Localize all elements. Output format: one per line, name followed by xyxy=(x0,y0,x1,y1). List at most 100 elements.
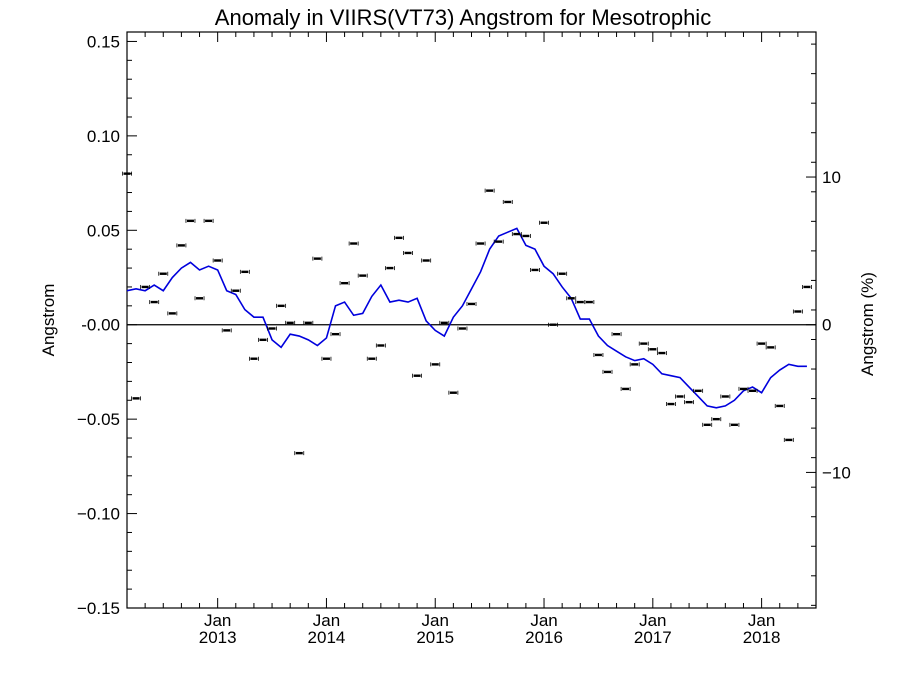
data-point-mark xyxy=(286,321,294,325)
data-point xyxy=(557,271,568,276)
data-point-mark xyxy=(576,300,584,304)
data-point xyxy=(684,400,694,405)
data-point xyxy=(285,320,296,325)
data-point-mark xyxy=(322,357,330,360)
data-point-mark xyxy=(141,285,149,289)
data-point xyxy=(212,258,223,263)
data-point-mark xyxy=(585,300,593,304)
data-point-mark xyxy=(259,338,267,342)
plot-frame xyxy=(126,31,817,609)
data-point-mark xyxy=(594,353,602,357)
data-point-mark xyxy=(431,363,439,366)
data-point xyxy=(638,341,649,346)
data-point xyxy=(520,233,531,238)
data-point xyxy=(303,320,314,325)
data-point-mark xyxy=(631,363,639,366)
data-point-mark xyxy=(676,395,684,398)
points-layer xyxy=(122,171,812,456)
data-point-mark xyxy=(214,259,222,262)
data-point-mark xyxy=(232,289,240,292)
data-point xyxy=(774,403,785,408)
data-point-mark xyxy=(159,272,167,275)
data-point xyxy=(756,341,767,346)
x-tick-label-month: Jan xyxy=(313,611,340,630)
data-point-mark xyxy=(712,417,720,421)
data-point xyxy=(629,362,640,367)
data-point xyxy=(765,345,776,350)
data-point xyxy=(656,351,667,356)
data-point-mark xyxy=(649,348,657,351)
x-tick-label-month: Jan xyxy=(422,611,449,630)
data-point-mark xyxy=(776,404,784,408)
data-point-mark xyxy=(223,329,231,332)
data-point xyxy=(620,386,631,391)
data-point-mark xyxy=(794,310,802,313)
data-point xyxy=(230,288,241,293)
data-point xyxy=(466,301,477,306)
data-point-mark xyxy=(685,400,693,404)
x-tick-label-year: 2015 xyxy=(416,628,454,647)
data-point xyxy=(747,388,758,393)
y-tick-label: 0.10 xyxy=(87,127,120,146)
data-point xyxy=(647,347,658,352)
data-point xyxy=(783,437,794,442)
data-point-mark xyxy=(567,297,575,300)
x-tick-label-month: Jan xyxy=(530,611,557,630)
y-right-tick-label: 10 xyxy=(822,168,841,187)
data-point-mark xyxy=(386,266,394,270)
data-point xyxy=(729,422,740,427)
data-point xyxy=(566,296,577,301)
series-line xyxy=(126,227,807,409)
data-point-mark xyxy=(803,285,811,289)
data-point xyxy=(412,373,423,378)
data-point-mark xyxy=(667,402,675,406)
data-point xyxy=(239,269,250,274)
data-point xyxy=(457,326,468,331)
data-point xyxy=(675,394,685,399)
data-point xyxy=(385,266,395,271)
data-point-mark xyxy=(622,387,630,391)
data-point-mark xyxy=(368,357,376,360)
data-point xyxy=(539,220,549,225)
y-tick-label: 0.05 xyxy=(87,221,120,240)
data-point-mark xyxy=(477,242,485,245)
data-point-mark xyxy=(703,423,711,427)
data-point xyxy=(394,235,404,240)
series-line-layer xyxy=(126,227,807,409)
x-tick-label-month: Jan xyxy=(748,611,775,630)
axes-layer xyxy=(126,31,817,609)
data-point-mark xyxy=(603,370,611,374)
data-point-mark xyxy=(658,351,666,355)
data-point xyxy=(792,309,803,314)
data-point xyxy=(321,356,332,361)
data-point xyxy=(258,337,268,342)
data-point-mark xyxy=(504,200,512,204)
data-point-mark xyxy=(558,272,566,275)
data-point xyxy=(221,328,232,333)
data-point xyxy=(194,296,205,301)
data-point xyxy=(548,322,558,327)
data-point xyxy=(357,273,368,278)
data-point xyxy=(439,320,450,325)
data-point-mark xyxy=(404,251,412,255)
x-tick-label-month: Jan xyxy=(204,611,231,630)
data-point-mark xyxy=(613,332,621,336)
data-point xyxy=(448,390,459,395)
data-point xyxy=(493,239,504,244)
data-point-mark xyxy=(640,342,648,345)
data-point-mark xyxy=(304,321,312,325)
ticks-layer: 0.15 0.10 0.05 -0.00 −0.05 −0.10 −0.15 10 0 −10 Ja… xyxy=(77,32,851,647)
data-point-mark xyxy=(250,357,258,360)
data-point xyxy=(131,396,141,401)
data-point xyxy=(693,388,704,393)
data-point-mark xyxy=(694,389,702,393)
data-point-mark xyxy=(277,304,285,308)
data-point xyxy=(294,451,305,456)
data-point-mark xyxy=(422,259,430,262)
data-point-mark xyxy=(168,312,176,315)
data-point-mark xyxy=(341,281,349,285)
y-right-tick-label: 0 xyxy=(822,316,831,335)
data-point-mark xyxy=(150,300,158,304)
